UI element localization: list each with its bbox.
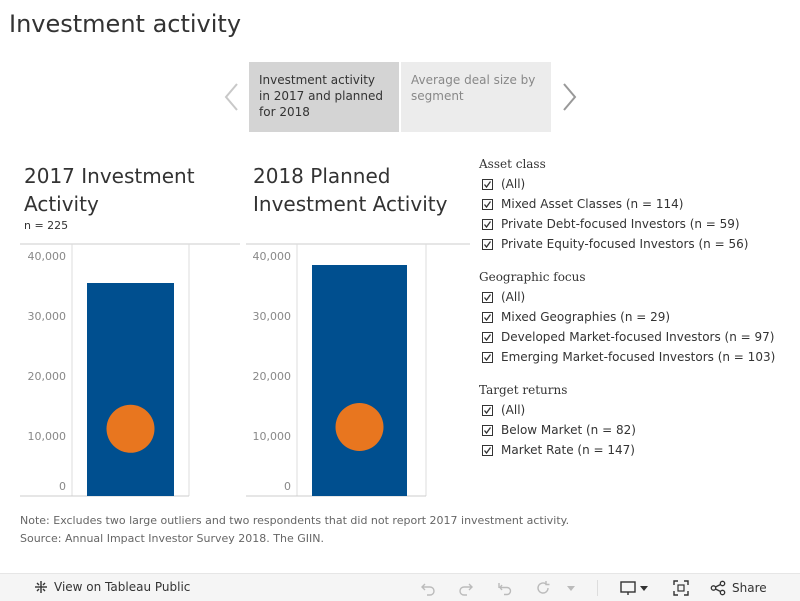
filter-item-label: (All) [501,403,526,417]
checkbox-checked-icon[interactable] [482,351,493,363]
filter-item-label: (All) [501,177,526,191]
filter-checkbox-item[interactable]: Mixed Geographies (n = 29) [482,308,670,326]
filter-item-label: Private Debt-focused Investors (n = 59) [501,217,740,231]
checkbox-checked-icon[interactable] [482,218,493,230]
source-text: Source: Annual Impact Investor Survey 20… [20,532,324,545]
y-tick-label: 20,000 [28,370,67,383]
y-tick-label: 10,000 [253,430,292,443]
filter-item-label: Developed Market-focused Investors (n = … [501,330,775,344]
filter-checkbox-item[interactable]: Below Market (n = 82) [482,421,636,439]
chart-title-2017: 2017 Investment Activity [24,164,195,216]
checkbox-checked-icon[interactable] [482,444,493,456]
story-tab-average-deal-size[interactable]: Average deal size by segment [401,62,551,132]
filter-heading: Asset class [479,157,546,171]
y-tick-label: 30,000 [28,310,67,323]
bar-investment[interactable] [87,283,174,496]
undo-icon[interactable] [420,580,436,596]
share-icon [710,580,726,596]
y-tick-label: 30,000 [253,310,292,323]
revert-icon[interactable] [497,580,513,596]
refresh-icon[interactable] [535,580,551,596]
sample-size-label: n = 225 [24,219,69,232]
checkbox-checked-icon[interactable] [482,198,493,210]
checkbox-checked-icon[interactable] [482,178,493,190]
filter-checkbox-item[interactable]: Market Rate (n = 147) [482,441,635,459]
y-tick-label: 10,000 [28,430,67,443]
filter-item-label: Mixed Geographies (n = 29) [501,310,671,324]
filter-heading: Target returns [479,383,568,397]
y-tick-label: 0 [284,480,291,493]
y-tick-label: 20,000 [253,370,292,383]
marker-circle[interactable] [106,404,155,453]
share-button[interactable]: Share [710,580,767,596]
note-text: Note: Excludes two large outliers and tw… [20,514,570,527]
filter-item-label: Emerging Market-focused Investors (n = 1… [501,350,776,364]
checkbox-checked-icon[interactable] [482,291,493,303]
filter-checkbox-item[interactable]: (All) [482,288,525,306]
y-tick-label: 40,000 [253,250,292,263]
filter-heading: Geographic focus [479,270,586,284]
toolbar-divider [597,580,598,596]
checkbox-checked-icon[interactable] [482,238,493,250]
download-icon[interactable] [620,580,652,596]
toolbar: View on Tableau Public Share [0,573,800,601]
filter-checkbox-item[interactable]: Private Equity-focused Investors (n = 56… [482,235,748,253]
filter-item-label: Market Rate (n = 147) [501,443,635,457]
y-tick-label: 40,000 [28,250,67,263]
filter-checkbox-item[interactable]: Developed Market-focused Investors (n = … [482,328,774,346]
filter-checkbox-item[interactable]: Mixed Asset Classes (n = 114) [482,195,683,213]
story-tab-investment-activity[interactable]: Investment activity in 2017 and planned … [249,62,399,132]
checkbox-checked-icon[interactable] [482,404,493,416]
tableau-logo-icon [35,581,47,593]
view-on-tableau-link[interactable]: View on Tableau Public [34,580,190,594]
checkbox-checked-icon[interactable] [482,424,493,436]
filter-item-label: Below Market (n = 82) [501,423,636,437]
redo-icon[interactable] [458,580,474,596]
filter-item-label: (All) [501,290,526,304]
bar-investment[interactable] [312,265,407,496]
filter-checkbox-item[interactable]: Emerging Market-focused Investors (n = 1… [482,348,775,366]
chart-title-2018: 2018 Planned Investment Activity [253,164,448,216]
marker-circle[interactable] [335,403,384,451]
chevron-down-icon[interactable] [563,580,579,596]
filter-checkbox-item[interactable]: (All) [482,175,525,193]
chevron-left-icon[interactable] [220,80,244,114]
chart-2018[interactable]: 40,000 30,000 20,000 10,000 0 [246,243,470,497]
view-on-tableau-label: View on Tableau Public [54,580,191,594]
filter-item-label: Private Equity-focused Investors (n = 56… [501,237,749,251]
filter-checkbox-item[interactable]: (All) [482,401,525,419]
y-tick-label: 0 [59,480,66,493]
filter-item-label: Mixed Asset Classes (n = 114) [501,197,684,211]
investment-charts[interactable]: 40,000 30,000 20,000 10,000 0 40,000 30,000 20… [0,236,480,500]
checkbox-checked-icon[interactable] [482,331,493,343]
checkbox-checked-icon[interactable] [482,311,493,323]
filter-checkbox-item[interactable]: Private Debt-focused Investors (n = 59) [482,215,740,233]
share-label: Share [732,581,767,595]
chevron-right-icon[interactable] [557,80,581,114]
page-title: Investment activity [9,10,242,38]
chart-2017[interactable]: 40,000 30,000 20,000 10,000 0 [20,243,240,497]
fullscreen-icon[interactable] [673,580,689,596]
